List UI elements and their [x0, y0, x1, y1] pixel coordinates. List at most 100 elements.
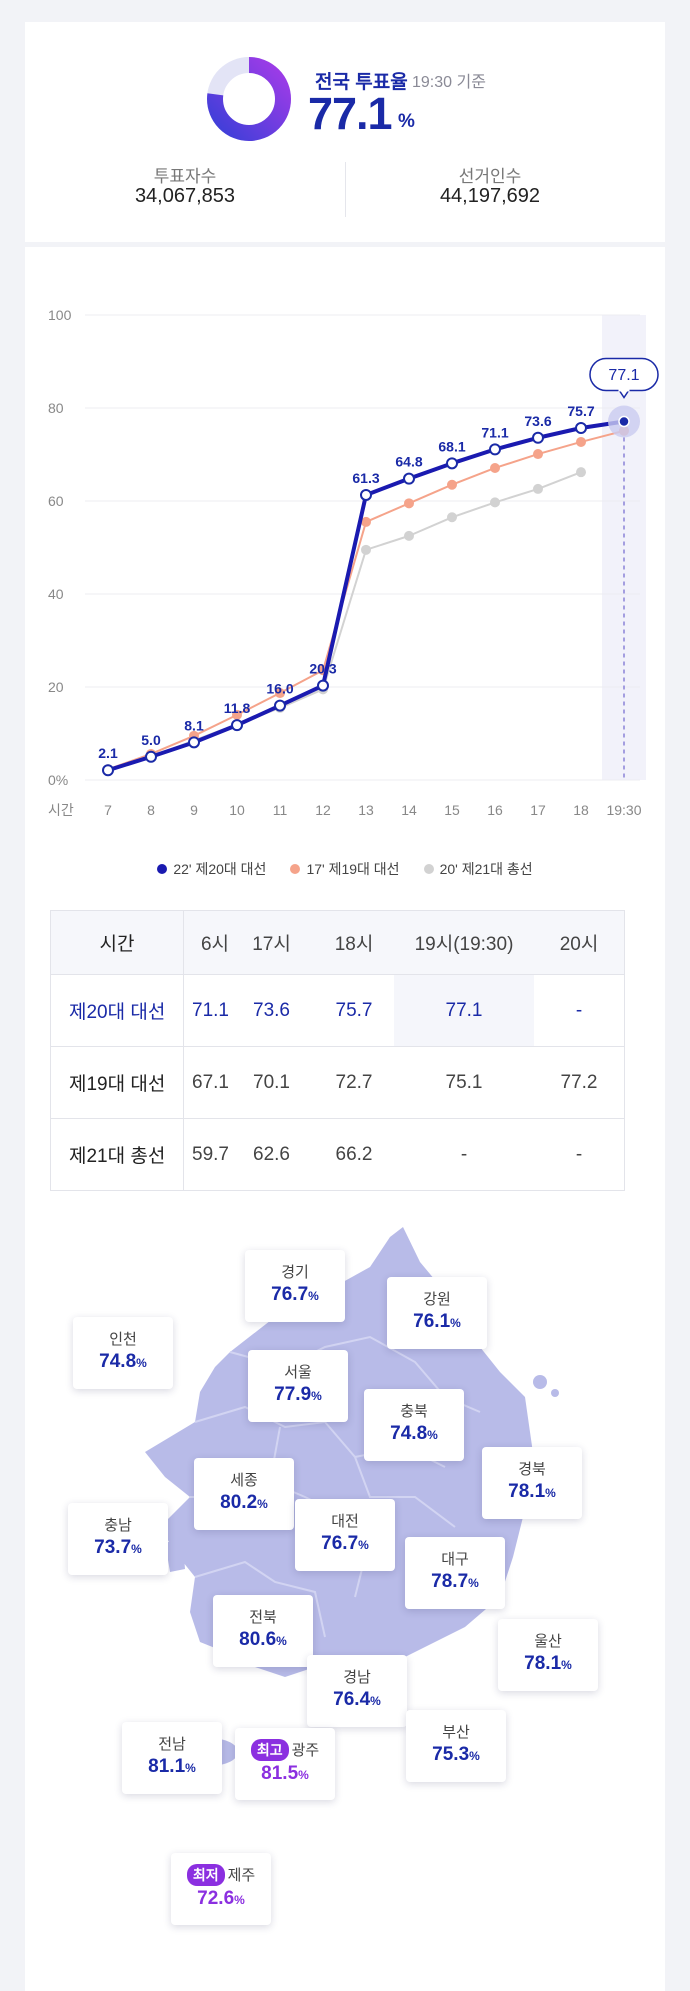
region-name: 최저 제주: [171, 1864, 271, 1886]
y-tick-label: 80: [48, 400, 64, 416]
table-header-cell: 19시(19:30): [414, 934, 514, 955]
data-point: [446, 457, 458, 470]
data-point: [188, 736, 200, 749]
region-value: 73.7%: [94, 1537, 142, 1558]
x-tick-label: 15: [444, 802, 460, 818]
turnout-summary-card: 전국 투표율 19:30 기준 77.1 % 투표자수 34,067,853 선…: [25, 22, 665, 242]
x-tick-label: 12: [315, 802, 331, 818]
data-label: 61.3: [352, 470, 379, 486]
table-row-label: 제20대 대선: [51, 975, 184, 1046]
electors-value: 44,197,692: [439, 185, 541, 207]
callout-pointer: [618, 389, 630, 399]
region-name: 충남: [104, 1517, 132, 1534]
table-row: 제20대 대선 71.1 73.6 75.7 77.1 -: [51, 974, 624, 1046]
table-cell: -: [575, 999, 583, 1021]
x-tick-label: 8: [147, 802, 155, 818]
data-point: [618, 415, 630, 428]
lowest-badge: 최저: [186, 1864, 225, 1886]
data-point: [361, 544, 371, 555]
turnout-title: 전국 투표율: [315, 72, 408, 93]
region-card-seoul[interactable]: 서울 77.9%: [248, 1350, 348, 1422]
y-tick-label: 60: [48, 493, 64, 509]
region-card-ulsan[interactable]: 울산 78.1%: [498, 1619, 598, 1691]
turnout-detail-card: 0% 20 40 60 80 100 시간 7 8 9 10 11 12 13 14 15 16 17 18 19:3…: [25, 247, 665, 1991]
x-tick-label: 13: [358, 802, 374, 818]
region-card-sejong[interactable]: 세종 80.2%: [194, 1458, 294, 1530]
region-name: 부산: [442, 1724, 470, 1741]
data-point: [145, 750, 157, 763]
region-card-daejeon[interactable]: 대전 76.7%: [295, 1499, 395, 1571]
region-card-jeonbuk[interactable]: 전북 80.6%: [213, 1595, 313, 1667]
legend-dot: [423, 864, 434, 874]
data-label: 16.0: [266, 681, 293, 697]
table-cell: -: [575, 1143, 583, 1165]
region-value: 78.1%: [524, 1653, 572, 1674]
x-tick-label: 10: [229, 802, 245, 818]
region-card-chungnam[interactable]: 충남 73.7%: [68, 1503, 168, 1575]
turnout-donut-icon: [207, 57, 291, 141]
x-tick-label: 14: [401, 802, 417, 818]
region-card-chungbuk[interactable]: 충북 74.8%: [364, 1389, 464, 1461]
legend-item-20th: 22' 제20대 대선: [157, 859, 266, 879]
turnout-unit: %: [398, 111, 415, 132]
data-point: [532, 431, 544, 444]
data-point: [490, 462, 500, 473]
data-point: [575, 421, 587, 434]
region-name: 세종: [230, 1472, 258, 1489]
region-card-gangwon[interactable]: 강원 76.1%: [387, 1277, 487, 1349]
island-shape: [165, 1542, 185, 1572]
region-card-busan[interactable]: 부산 75.3%: [406, 1710, 506, 1782]
islet-shape: [533, 1375, 547, 1389]
y-tick-label: 40: [48, 586, 64, 602]
current-value-callout: 77.1: [589, 357, 659, 399]
data-label: 73.6: [524, 413, 551, 429]
region-card-daegu[interactable]: 대구 78.7%: [405, 1537, 505, 1609]
data-label: 64.8: [395, 454, 422, 470]
region-name: 인천: [109, 1331, 137, 1348]
region-card-gyeongbuk[interactable]: 경북 78.1%: [482, 1447, 582, 1519]
region-card-gwangju[interactable]: 최고 광주 81.5%: [235, 1728, 335, 1800]
y-tick-label: 0%: [48, 772, 68, 788]
legend-item-21st: 20' 제21대 총선: [423, 859, 533, 879]
data-point: [274, 699, 286, 712]
table-row: 제19대 대선 67.1 70.1 72.7 75.1 77.2: [51, 1046, 624, 1118]
callout-value: 77.1: [608, 367, 639, 384]
legend-dot: [157, 864, 168, 874]
legend-label: 20' 제21대 총선: [439, 861, 533, 877]
region-name: 충북: [400, 1403, 428, 1420]
region-value: 74.8%: [390, 1423, 438, 1444]
callout-pointer-mask: [618, 388, 630, 392]
table-cell: 66.2: [335, 1143, 373, 1165]
table-cell: 77.1: [394, 975, 534, 1046]
x-tick-label: 7: [104, 802, 112, 818]
x-axis-label: 시간: [48, 802, 74, 818]
data-label: 5.0: [141, 732, 161, 748]
data-point: [404, 530, 414, 541]
x-tick-label: 9: [190, 802, 198, 818]
x-tick-label: 11: [273, 802, 288, 818]
table-cell: 77.2: [560, 1071, 598, 1093]
data-label: 8.1: [184, 717, 204, 733]
table-header-cell: 18시: [334, 934, 374, 955]
region-card-gyeongnam[interactable]: 경남 76.4%: [307, 1655, 407, 1727]
table-cell: 75.1: [445, 1071, 483, 1093]
y-tick-label: 100: [48, 307, 72, 323]
region-name: 최고 광주: [235, 1739, 335, 1761]
legend-label: 22' 제20대 대선: [173, 861, 267, 877]
region-value: 74.8%: [99, 1351, 147, 1372]
table-header-row: 시간 6시 17시 18시 19시(19:30) 20시: [51, 911, 624, 974]
data-point: [102, 764, 114, 777]
region-name: 강원: [423, 1291, 451, 1308]
region-value: 78.1%: [508, 1481, 556, 1502]
region-card-jeju[interactable]: 최저 제주 72.6%: [171, 1853, 271, 1925]
x-tick-label: 18: [573, 802, 589, 818]
turnout-table[interactable]: 시간 6시 17시 18시 19시(19:30) 20시 제20대 대선 71.…: [50, 910, 625, 1191]
region-card-incheon[interactable]: 인천 74.8%: [73, 1317, 173, 1389]
region-card-gyeonggi[interactable]: 경기 76.7%: [245, 1250, 345, 1322]
region-card-jeonnam[interactable]: 전남 81.1%: [122, 1722, 222, 1794]
highest-badge: 최고: [250, 1739, 289, 1761]
data-label: 71.1: [481, 424, 508, 440]
region-name: 경남: [343, 1669, 371, 1686]
data-point: [361, 516, 371, 527]
data-point: [404, 498, 414, 509]
